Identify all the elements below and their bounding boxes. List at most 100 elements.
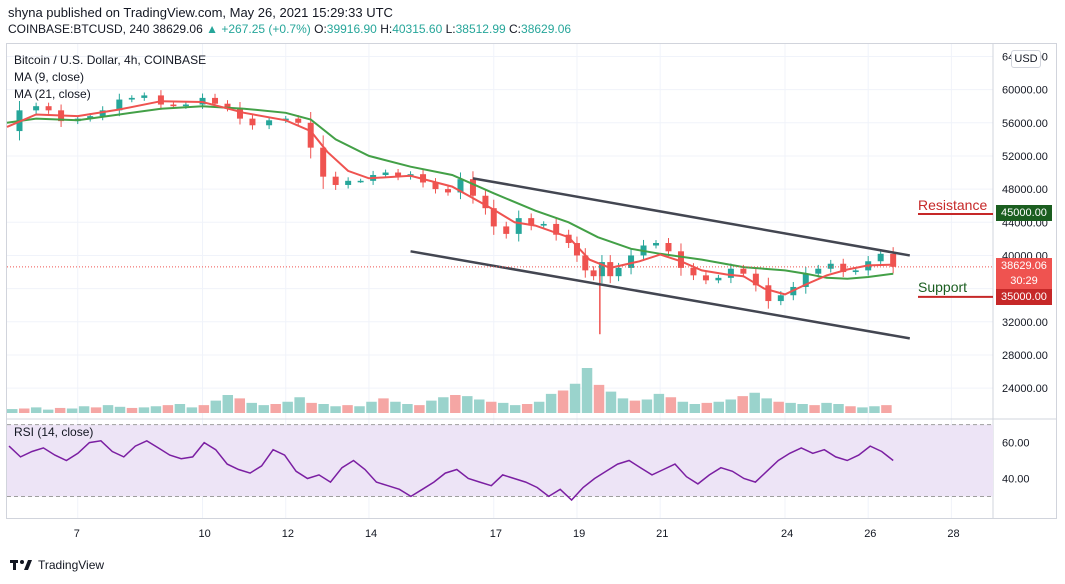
candle-body — [469, 179, 476, 196]
volume-bar — [342, 405, 353, 413]
volume-bar — [689, 404, 701, 413]
candle-body — [553, 223, 560, 235]
volume-bar — [354, 406, 365, 413]
candle-body — [852, 270, 859, 273]
candle-body — [540, 223, 547, 226]
candle-body — [224, 103, 231, 108]
volume-bar — [138, 407, 150, 413]
volume-bar — [486, 401, 497, 413]
last-price: 38629.06 — [152, 22, 203, 36]
candle-body — [266, 120, 273, 126]
volume-bar — [390, 401, 401, 413]
volume-bar — [593, 384, 605, 413]
candle-body — [877, 253, 884, 262]
ohlc-line: COINBASE:BTCUSD, 240 38629.06 ▲ +267.25 … — [8, 22, 571, 36]
chart-header: shyna published on TradingView.com, May … — [0, 0, 1065, 40]
candle-body — [665, 243, 672, 252]
support-label: Support — [918, 279, 968, 295]
time-tick-label: 26 — [864, 528, 876, 540]
brand-name: TradingView — [38, 558, 105, 572]
low-label: L: — [445, 22, 456, 36]
volume-bar — [66, 408, 78, 413]
volume-bar — [294, 397, 305, 413]
candle-body — [607, 262, 614, 277]
current-price-value: 38629.06 — [1001, 260, 1047, 272]
price-tick-label: 48000.00 — [1002, 184, 1048, 196]
volume-bar — [653, 393, 665, 413]
candle-body — [515, 218, 522, 234]
current-price-label: 38629.06 30:29 — [996, 258, 1052, 290]
time-tick-label: 24 — [781, 528, 793, 540]
volume-bar — [258, 405, 269, 413]
high-label: H: — [380, 22, 393, 36]
candle-body — [141, 95, 148, 98]
candle-body — [528, 218, 535, 226]
candle-body — [615, 267, 622, 277]
volume-bar — [509, 405, 521, 413]
time-tick-label: 19 — [573, 528, 585, 540]
candle-body — [295, 118, 302, 123]
open-label: O: — [314, 22, 327, 36]
price-tick-label: 56000.00 — [1002, 118, 1048, 130]
volume-bar — [102, 405, 114, 413]
volume-bar — [186, 407, 198, 413]
chart-frame — [6, 43, 1057, 519]
tradingview-logo-icon — [10, 560, 32, 570]
volume-bar — [845, 406, 856, 413]
rsi-tick-label: 60.00 — [1002, 438, 1030, 450]
volume-bar — [545, 393, 557, 413]
volume-bar — [857, 407, 868, 413]
volume-bar — [833, 404, 844, 413]
candle-body — [307, 122, 314, 148]
candle-body — [490, 208, 497, 227]
volume-bar — [366, 401, 377, 413]
volume-bar — [306, 402, 317, 413]
candle-body — [482, 195, 489, 209]
volume-bar — [126, 407, 138, 413]
volume-bar — [18, 408, 30, 413]
channel-lower-line — [410, 250, 911, 340]
candle-body — [212, 97, 219, 104]
resistance-price-label: 45000.00 — [996, 205, 1052, 221]
price-tick-label: 60000.00 — [1002, 85, 1048, 97]
candle-body — [715, 277, 722, 281]
volume-bar — [569, 383, 581, 413]
candle-body — [236, 107, 243, 119]
candle-body — [503, 226, 510, 234]
candle-body — [598, 262, 605, 277]
volume-bar — [7, 409, 18, 413]
candle-body — [582, 255, 589, 271]
volume-bar — [773, 401, 784, 413]
volume-bar — [821, 402, 832, 413]
volume-bar — [701, 402, 713, 413]
candle-body — [45, 106, 52, 111]
candle-body — [182, 104, 189, 107]
chart-title: Bitcoin / U.S. Dollar, 4h, COINBASE — [14, 53, 207, 67]
volume-bar — [378, 398, 389, 413]
volume-bar — [809, 405, 820, 413]
high-value: 40315.60 — [392, 22, 443, 36]
volume-bar — [533, 401, 545, 413]
currency-button[interactable]: USD — [1011, 50, 1041, 68]
rsi-band — [7, 424, 993, 497]
price-tick-label: 28000.00 — [1002, 350, 1048, 362]
volume-bar — [785, 402, 796, 413]
footer-branding[interactable]: TradingView — [10, 558, 104, 572]
time-tick-label: 14 — [365, 528, 377, 540]
candle-body — [690, 267, 697, 276]
candle-body — [565, 234, 572, 244]
volume-bar — [234, 398, 246, 413]
resistance-label: Resistance — [918, 197, 988, 213]
candle-body — [890, 253, 897, 267]
candle-body — [432, 182, 439, 190]
rsi-line — [8, 439, 894, 502]
volume-bar — [474, 399, 485, 413]
candle-body — [457, 179, 464, 193]
candle-body — [740, 268, 747, 274]
volume-bar — [270, 404, 281, 413]
candle-body — [320, 147, 327, 177]
rsi-tick-label: 40.00 — [1002, 473, 1030, 485]
volume-bar — [30, 407, 42, 413]
candle-body — [99, 110, 106, 117]
